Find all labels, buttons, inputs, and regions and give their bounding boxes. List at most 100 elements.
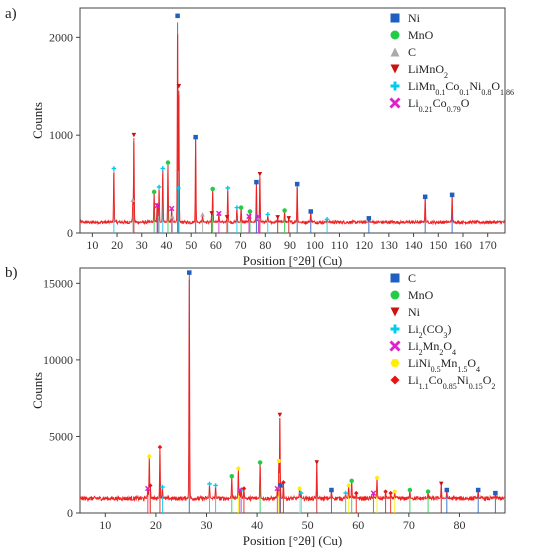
- panel-b-legend-label-4-part-3: 2: [439, 348, 443, 357]
- panel-a-marker-0-5: [366, 216, 372, 221]
- panel-b-marker-0-2: [329, 487, 334, 493]
- panel-a-marker-3-7: [286, 216, 292, 221]
- panel-b-frame: [79, 267, 506, 514]
- panel-b-legend-label-0-part-0: C: [408, 271, 416, 285]
- panel-a-xtick-label-40: 40: [160, 238, 172, 252]
- panel-a-xtick-label-110: 110: [331, 238, 349, 252]
- panel-b-marker-6-2: [241, 486, 247, 491]
- panel-b-marker-5-4: [346, 483, 351, 488]
- panel-a-legend-label-5-part-2: Co: [433, 96, 447, 110]
- panel-b-legend-marker-5: [390, 359, 400, 367]
- panel-b-legend-marker-4: [389, 340, 401, 352]
- panel-b-marker-3-0: [160, 484, 165, 490]
- panel-a-marker-5-1: [168, 205, 175, 212]
- panel-b-marker-5-3: [297, 486, 302, 491]
- panel-b-legend-label-3-part-2: (CO: [423, 322, 444, 336]
- panel-a-marker-5-1-b: [168, 205, 175, 212]
- panel-a-marker-1-1: [165, 160, 171, 165]
- panel-a-xtick-label-70: 70: [235, 238, 247, 252]
- panel-b-marker-5-1: [236, 466, 241, 471]
- panel-a-marker-3-5: [257, 172, 263, 177]
- panel-a-xtick-label-90: 90: [284, 238, 296, 252]
- panel-b-legend-label-0: C: [408, 271, 416, 285]
- panel-b-legend-label-3-part-1: 2: [419, 331, 423, 340]
- panel-b-marker-5-6: [392, 489, 397, 494]
- panel-a-marker-1-2: [210, 186, 215, 192]
- panel-a-marker-2-0: [130, 197, 136, 202]
- panel-a-marker-4-2: [160, 166, 166, 171]
- panel-b-ytick-label-0: 0: [67, 506, 73, 520]
- panel-a-letter: a): [5, 6, 17, 22]
- panel-a-legend-label-0-part-0: Ni: [408, 11, 421, 25]
- panel-b-legend-label-5-part-3: 1.5: [457, 365, 467, 374]
- panel-a-plot-area: [80, 13, 505, 233]
- panel-b-legend-label-2: Ni: [408, 305, 421, 319]
- panel-a-marker-3-6: [275, 215, 280, 220]
- panel-a-marker-4-0: [111, 166, 117, 171]
- panel-b-marker-5-5: [374, 475, 380, 480]
- panel-b-marker-1-2: [349, 478, 354, 484]
- panel-b-marker-4-0: [145, 485, 151, 492]
- panel-a-legend-label-4-part-0: LiMn: [408, 79, 435, 93]
- panel-b-legend-label-4-part-2: Mn: [423, 339, 440, 353]
- panel-a-legend-label-4-part-1: 0.1: [435, 88, 445, 97]
- panel-b-legend-marker-0: [390, 273, 400, 283]
- panel-a-marker-0-7: [449, 192, 455, 198]
- panel-b-marker-4-2: [274, 485, 281, 492]
- panel-b-xtick-label-40: 40: [251, 518, 263, 532]
- panel-b-legend-label-6-part-5: 0.15: [469, 382, 483, 391]
- panel-b-xtick-label-50: 50: [302, 518, 314, 532]
- panel-b-marker-3-4: [298, 490, 304, 496]
- panel-a-xtick-label-30: 30: [136, 238, 148, 252]
- panel-b-legend-label-4-part-1: 2: [419, 348, 423, 357]
- panel-a-xtick-label-130: 130: [380, 238, 398, 252]
- panel-b-legend-label-5-part-4: O: [467, 356, 476, 370]
- panel-a-marker-1-0: [151, 189, 157, 195]
- panel-a-xlabel: Position [°2θ] (Cu): [243, 253, 343, 268]
- panel-a-legend-label-2-part-0: C: [408, 45, 416, 59]
- panel-a-ylabel: Counts: [30, 102, 45, 139]
- panel-b-marker-3-3: [239, 487, 244, 493]
- panel-b-marker-1-3: [407, 487, 413, 493]
- panel-b-marker-2-1: [314, 460, 320, 465]
- panel-b-marker-0-0: [187, 270, 192, 275]
- panel-b-legend-label-3-part-0: Li: [408, 322, 419, 336]
- panel-a-legend-label-1-part-0: MnO: [408, 28, 434, 42]
- panel-a-legend-label-3: LiMnO2: [408, 62, 448, 80]
- panel-b-marker-4-1-b: [237, 487, 243, 493]
- panel-a-legend-label-4-part-5: 0.8: [481, 88, 491, 97]
- panel-a-legend-label-4-part-6: O: [491, 79, 500, 93]
- panel-a-frame: [79, 7, 506, 234]
- panel-a-ytick-label-1000: 1000: [49, 128, 73, 142]
- panel-a-xtick-label-140: 140: [405, 238, 423, 252]
- panel-b-marker-1-1: [257, 460, 263, 465]
- panel-b-marker-3-5: [343, 490, 348, 496]
- panel-b-diffractogram: [80, 272, 505, 503]
- panel-a-xtick-label-50: 50: [185, 238, 197, 252]
- panel-b-marker-4-3: [370, 490, 377, 496]
- panel-a-marker-5-0-b: [154, 202, 160, 209]
- panel-b-marker-0-5: [493, 490, 498, 496]
- panel-a-legend-label-5-part-4: O: [461, 96, 470, 110]
- panel-a-legend-marker-0: [390, 13, 400, 23]
- panel-b-marker-0-1: [278, 483, 283, 488]
- panel-b-legend-label-3-part-3: 3: [443, 331, 447, 340]
- panel-a-ytick-label-2000: 2000: [49, 30, 73, 44]
- panel-b-legend-label-2-part-0: Ni: [408, 305, 421, 319]
- panel-a-xtick-label-160: 160: [454, 238, 472, 252]
- panel-a-marker-0-6: [422, 194, 428, 200]
- panel-b-xtick-label-60: 60: [352, 518, 364, 532]
- panel-a-xtick-label-170: 170: [479, 238, 497, 252]
- panel-b-ytick-label-10000: 10000: [43, 353, 73, 367]
- panel-b-marker-2-0: [277, 412, 283, 418]
- panel-b-letter: b): [5, 265, 18, 281]
- panel-b-xtick-label-30: 30: [200, 518, 212, 532]
- panel-b-marker-4-0-b: [145, 485, 151, 492]
- panel-b-marker-3-1: [207, 481, 212, 487]
- panel-a-marker-1-4: [247, 209, 253, 214]
- panel-b-legend-marker-4-b: [389, 340, 401, 352]
- panel-b-marker-6-5: [383, 489, 388, 494]
- panel-b: b) 10 20 30 40 50 60 70 80 0 5000 10000 15000 Positio…: [5, 265, 506, 548]
- panel-a-marker-5-4-b: [255, 213, 262, 220]
- panel-a-marker-4-3: [176, 185, 181, 191]
